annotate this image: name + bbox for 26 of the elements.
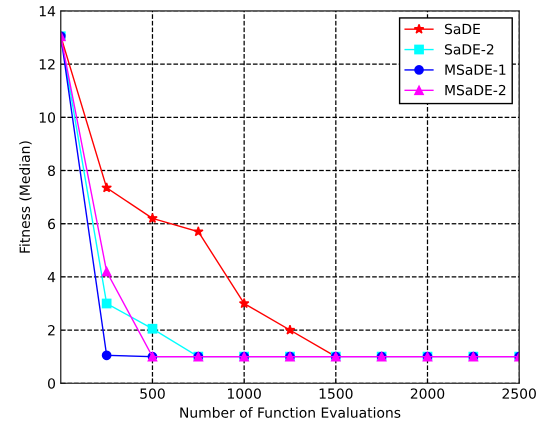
point — [101, 182, 112, 192]
legend-label: SaDE-2 — [444, 44, 494, 55]
y-tick-label: 0 — [48, 378, 56, 389]
point — [192, 226, 204, 236]
y-tick-label: 4 — [48, 272, 56, 282]
x-axis-title: Number of Function Evaluations — [180, 407, 400, 418]
x-tick-label: 2500 — [502, 388, 536, 399]
x-tick-label: 500 — [140, 388, 165, 399]
x-tick-label: 1500 — [320, 388, 353, 399]
y-tick-label: 6 — [48, 218, 56, 230]
y-tick-label: 14 — [40, 6, 56, 16]
point — [102, 266, 112, 276]
legend-label: MSaDE-1 — [445, 64, 506, 75]
y-axis-title: Fitness (Median) — [19, 141, 32, 253]
point — [238, 298, 250, 308]
legend-label: SaDE — [444, 24, 480, 34]
point — [147, 212, 158, 223]
x-tick-label: 1000 — [228, 388, 261, 399]
y-tick-label: 2 — [48, 325, 55, 336]
legend-label: MSaDE-2 — [445, 84, 506, 96]
x-tick-label: 2000 — [410, 388, 444, 399]
point — [102, 350, 112, 360]
y-tick-label: 10 — [40, 112, 56, 123]
y-tick-label: 8 — [48, 165, 55, 176]
y-tick-label: 12 — [40, 59, 55, 70]
point — [284, 324, 296, 335]
